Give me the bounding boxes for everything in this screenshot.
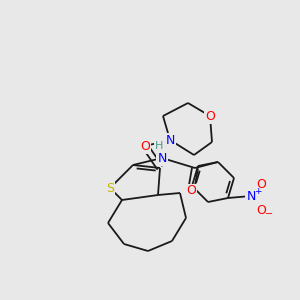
Text: N: N [246,190,256,202]
Text: N: N [157,152,167,164]
Text: S: S [106,182,114,194]
Text: −: − [265,209,273,219]
Text: H: H [155,141,163,151]
Text: O: O [205,110,215,122]
Text: O: O [256,203,266,217]
Text: O: O [256,178,266,190]
Text: O: O [186,184,196,197]
Text: +: + [254,188,262,196]
Text: O: O [140,140,150,152]
Text: N: N [165,134,175,146]
